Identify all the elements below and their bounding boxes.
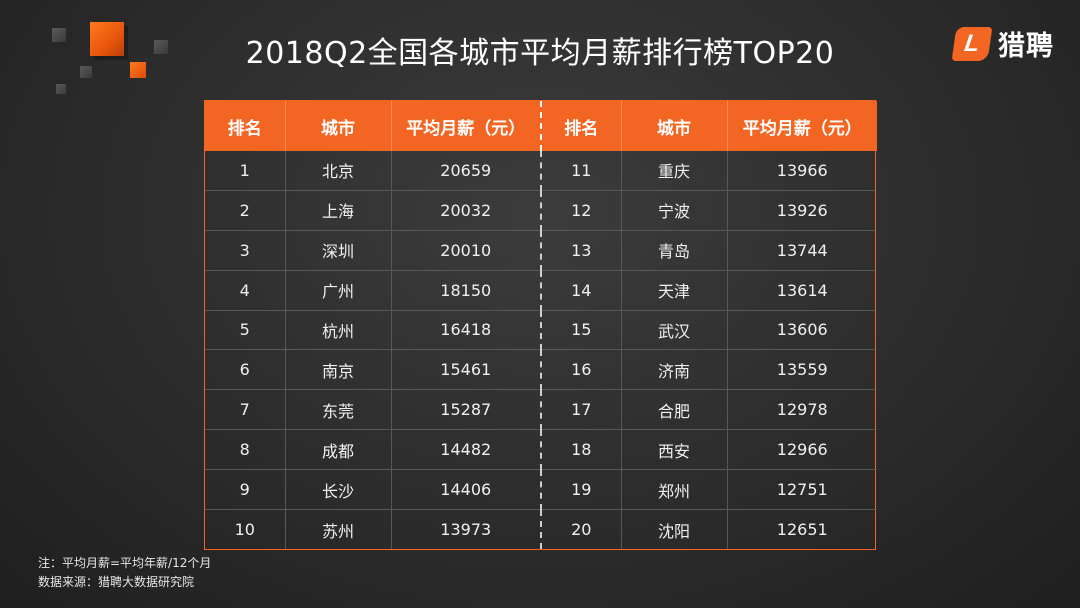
rank-cell: 3 [205, 229, 286, 271]
decorative-cube-icon [90, 22, 124, 56]
table-row: 5 杭州 16418 15 武汉 13606 [205, 309, 877, 350]
column-header: 城市 [285, 101, 392, 151]
salary-cell: 14406 [391, 469, 542, 510]
city-cell: 深圳 [285, 229, 392, 271]
salary-cell: 20659 [391, 151, 542, 191]
rank-cell: 16 [540, 349, 622, 390]
decorative-cube-icon [52, 28, 66, 42]
table-header-row: 排名 城市 平均月薪（元） 排名 城市 平均月薪（元） [205, 101, 877, 151]
rank-cell: 4 [205, 269, 286, 311]
rank-cell: 20 [540, 509, 622, 549]
city-cell: 上海 [285, 189, 392, 231]
salary-cell: 14482 [391, 429, 542, 470]
rank-cell: 12 [540, 189, 622, 231]
rank-cell: 14 [540, 269, 622, 311]
logo-text: 猎聘 [998, 31, 1054, 62]
salary-cell: 15287 [391, 389, 542, 430]
decorative-cube-icon [56, 84, 66, 94]
table-row: 4 广州 18150 14 天津 13614 [205, 269, 877, 311]
column-header: 城市 [621, 101, 728, 151]
city-cell: 北京 [285, 151, 392, 191]
city-cell: 郑州 [621, 469, 728, 510]
rank-cell: 6 [205, 349, 286, 390]
salary-cell: 13966 [776, 160, 828, 180]
city-cell: 青岛 [621, 229, 728, 271]
rank-cell: 8 [205, 429, 286, 470]
footnote-formula: 注：平均月薪=平均年薪/12个月 [38, 556, 212, 570]
table-row: 3 深圳 20010 13 青岛 13744 [205, 229, 877, 271]
decorative-cube-icon [130, 62, 146, 78]
brand-logo: L 猎聘 [951, 24, 1054, 63]
footnote-source: 数据来源：猎聘大数据研究院 [38, 575, 195, 589]
city-cell: 宁波 [621, 189, 728, 231]
city-cell: 东莞 [285, 389, 392, 430]
rank-cell: 11 [540, 151, 622, 191]
salary-cell: 13559 [727, 349, 877, 390]
page-title: 2018Q2全国各城市平均月薪排行榜TOP20 [245, 36, 835, 71]
salary-cell: 13973 [391, 509, 542, 549]
column-header: 排名 [540, 101, 622, 151]
decorative-cube-icon [80, 66, 92, 78]
table-row: 2 上海 20032 12 宁波 13926 [205, 189, 877, 231]
city-cell: 西安 [621, 429, 728, 470]
salary-cell: 13744 [727, 229, 877, 271]
rank-cell: 9 [205, 469, 286, 510]
city-cell: 杭州 [285, 309, 392, 350]
city-cell: 苏州 [285, 509, 392, 549]
city-cell: 长沙 [285, 469, 392, 510]
salary-cell: 12651 [727, 509, 877, 549]
city-cell: 广州 [285, 269, 392, 311]
logo-mark-icon: L [951, 26, 993, 61]
city-cell: 南京 [285, 349, 392, 390]
rank-cell: 10 [205, 509, 286, 549]
table-row: 6 南京 15461 16 济南 13559 [205, 349, 877, 390]
table-row: 1 北京 20659 11 重庆 13966 [205, 151, 877, 191]
city-cell: 成都 [285, 429, 392, 470]
city-cell: 济南 [621, 349, 728, 390]
column-header: 平均月薪（元） [727, 101, 877, 151]
column-header: 平均月薪（元） [391, 101, 542, 151]
city-cell: 合肥 [621, 389, 728, 430]
rank-cell: 18 [540, 429, 622, 470]
table-row: 10 苏州 13973 20 沈阳 12651 [205, 509, 877, 549]
column-header: 排名 [205, 101, 286, 151]
city-cell: 沈阳 [621, 509, 728, 549]
rank-cell: 17 [540, 389, 622, 430]
salary-cell: 13606 [727, 309, 877, 350]
city-cell: 武汉 [621, 309, 728, 350]
salary-cell: 20010 [391, 229, 542, 271]
rank-cell: 2 [205, 189, 286, 231]
table-row: 7 东莞 15287 17 合肥 12978 [205, 389, 877, 430]
ranking-table: 排名 城市 平均月薪（元） 排名 城市 平均月薪（元） 1 北京 20659 11 重庆… [204, 100, 877, 550]
salary-cell: 12751 [727, 469, 877, 510]
salary-cell: 13614 [727, 269, 877, 311]
rank-cell: 13 [540, 229, 622, 271]
table-row: 9 长沙 14406 19 郑州 12751 [205, 469, 877, 510]
salary-cell: 20032 [391, 189, 542, 231]
city-cell: 天津 [621, 269, 728, 311]
salary-cell: 18150 [391, 269, 542, 311]
rank-cell: 15 [540, 309, 622, 350]
salary-cell: 15461 [391, 349, 542, 390]
rank-cell: 1 [205, 151, 286, 191]
rank-cell: 5 [205, 309, 286, 350]
footnotes: 注：平均月薪=平均年薪/12个月 数据来源：猎聘大数据研究院 [38, 554, 211, 592]
rank-cell: 7 [205, 389, 286, 430]
rank-cell: 19 [540, 469, 622, 510]
city-cell: 重庆 [621, 151, 728, 191]
table-row: 8 成都 14482 18 西安 12966 [205, 429, 877, 470]
decorative-cube-icon [154, 40, 168, 54]
salary-cell: 13926 [727, 189, 877, 231]
salary-cell: 16418 [391, 309, 542, 350]
salary-cell: 12978 [727, 389, 877, 430]
salary-cell: 12966 [727, 429, 877, 470]
